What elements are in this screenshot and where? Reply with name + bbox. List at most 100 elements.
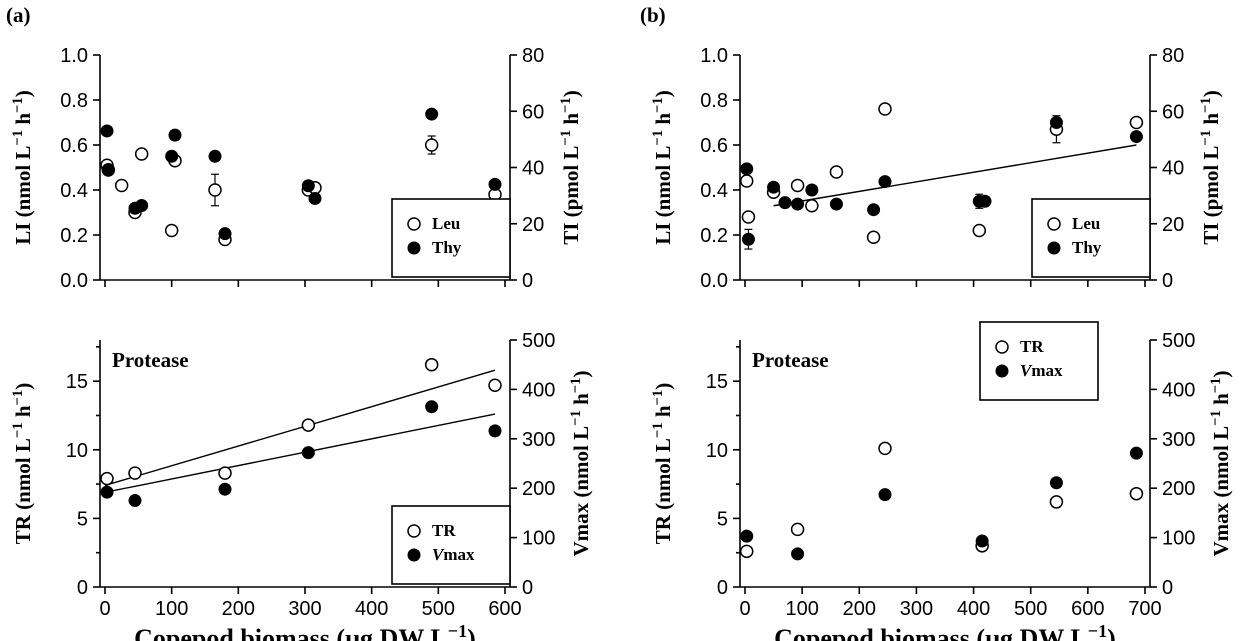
left-y-tick-label: 0.0 xyxy=(700,270,728,292)
x-axis-label: Copepod biomass (µg DW L−1) xyxy=(774,621,1116,641)
data-point-vmax xyxy=(1049,476,1063,490)
data-point-vmax xyxy=(740,529,754,543)
data-point-thy xyxy=(488,177,502,191)
data-point-thy xyxy=(767,180,781,194)
legend-label: Thy xyxy=(1072,238,1102,257)
right-y-tick-label: 400 xyxy=(522,379,555,401)
data-point-thy xyxy=(740,162,754,176)
right-y-axis-label: TI (pmol L−1 h−1) xyxy=(558,90,583,245)
data-point-thy xyxy=(1129,130,1143,144)
legend-marker xyxy=(407,241,421,255)
left-y-tick-label: 1.0 xyxy=(60,45,88,67)
data-point-tr xyxy=(1129,486,1144,501)
data-point-vmax xyxy=(878,488,892,502)
legend-marker xyxy=(407,548,421,562)
data-point-vmax xyxy=(128,494,142,508)
right-y-tick-label: 40 xyxy=(1162,158,1184,180)
legend: TR Vmax xyxy=(979,321,1099,401)
data-point-leu xyxy=(134,147,149,161)
left-y-tick-label: 0.4 xyxy=(60,180,88,202)
x-tick-label: 400 xyxy=(355,598,388,620)
regression-line xyxy=(104,413,496,494)
chart-panel-3: 0 5 10 15 0 100 200 300 400 500 0 100 200 300 400 500 60… xyxy=(10,330,593,641)
left-y-tick-label: 5 xyxy=(717,508,728,530)
x-tick-label: 0 xyxy=(99,598,110,620)
data-point-thy xyxy=(741,232,755,246)
left-y-tick-label: 0.8 xyxy=(700,90,728,112)
regression-line xyxy=(773,144,1137,207)
data-point-thy xyxy=(778,196,792,210)
data-point-tr xyxy=(790,522,805,537)
data-point-thy xyxy=(308,191,322,205)
legend-label: Vmax xyxy=(432,545,475,564)
right-y-tick-label: 0 xyxy=(1162,270,1173,292)
data-point-thy xyxy=(218,227,232,241)
legend-label: TR xyxy=(1020,337,1044,356)
data-point-leu xyxy=(790,178,805,193)
panel-label: (a) xyxy=(6,3,31,27)
left-y-axis-label: TR (nmol L−1 h−1) xyxy=(650,383,675,545)
right-y-tick-label: 300 xyxy=(1162,429,1195,451)
data-point-tr xyxy=(488,378,502,393)
x-tick-label: 600 xyxy=(1071,598,1104,620)
data-point-thy xyxy=(301,179,315,193)
left-y-tick-label: 10 xyxy=(66,440,88,462)
right-y-tick-label: 100 xyxy=(1162,528,1195,550)
left-y-tick-label: 0.4 xyxy=(700,180,728,202)
legend-box xyxy=(979,321,1099,401)
left-y-tick-label: 10 xyxy=(706,440,728,462)
left-y-tick-label: 5 xyxy=(77,508,88,530)
data-point-tr xyxy=(100,471,114,486)
data-point-vmax xyxy=(488,424,502,438)
right-y-tick-label: 500 xyxy=(522,330,555,352)
right-y-tick-label: 20 xyxy=(1162,214,1184,236)
data-point-thy xyxy=(168,128,182,142)
right-y-tick-label: 40 xyxy=(522,158,544,180)
legend-marker xyxy=(995,364,1009,378)
legend: Leu Thy xyxy=(391,198,511,278)
data-point-vmax xyxy=(301,446,315,460)
data-point-vmax xyxy=(100,485,114,499)
data-point-leu xyxy=(741,210,756,224)
data-point-leu xyxy=(424,138,439,152)
legend: Leu Thy xyxy=(1031,198,1151,278)
chart-panel-1: (a) 0.0 0.2 0.4 0.6 0.8 1.0 0 20 40 60 80 LI (nmol L… xyxy=(6,3,583,292)
chart-panel-2: (b) 0.0 0.2 0.4 0.6 0.8 1.0 0 20 40 60 80 LI (nmol L… xyxy=(640,3,1223,292)
x-tick-label: 300 xyxy=(288,598,321,620)
data-point-thy xyxy=(791,197,805,211)
data-point-thy xyxy=(135,198,149,212)
x-axis-label: Copepod biomass (µg DW L−1) xyxy=(134,621,476,641)
legend-marker xyxy=(995,340,1009,354)
legend-label: TR xyxy=(432,521,456,540)
x-tick-label: 600 xyxy=(488,598,521,620)
data-point-vmax xyxy=(218,482,232,496)
data-point-thy xyxy=(867,203,881,217)
data-point-leu xyxy=(878,102,892,116)
right-y-tick-label: 200 xyxy=(1162,478,1195,500)
data-point-tr xyxy=(739,544,754,559)
x-tick-label: 700 xyxy=(1128,598,1161,620)
data-point-tr xyxy=(878,441,892,456)
x-tick-label: 0 xyxy=(739,598,750,620)
x-tick-label: 100 xyxy=(785,598,818,620)
data-point-thy xyxy=(978,194,992,208)
right-y-tick-label: 0 xyxy=(522,577,533,599)
legend-marker xyxy=(407,217,421,231)
x-tick-label: 200 xyxy=(843,598,876,620)
right-y-tick-label: 0 xyxy=(522,270,533,292)
legend: TR Vmax xyxy=(391,505,511,585)
data-point-leu xyxy=(208,183,222,197)
data-point-tr xyxy=(301,418,316,432)
left-y-tick-label: 0 xyxy=(717,577,728,599)
data-point-tr xyxy=(424,357,439,372)
data-point-thy xyxy=(878,175,892,189)
right-y-tick-label: 500 xyxy=(1162,330,1195,352)
data-point-thy xyxy=(208,149,222,163)
left-y-axis-label: TR (nmol L−1 h−1) xyxy=(10,383,35,545)
x-tick-label: 500 xyxy=(1014,598,1047,620)
left-y-tick-label: 0.6 xyxy=(700,135,728,157)
x-tick-label: 400 xyxy=(957,598,990,620)
left-y-tick-label: 1.0 xyxy=(700,45,728,67)
left-y-tick-label: 0.2 xyxy=(60,225,88,247)
left-y-tick-label: 0.8 xyxy=(60,90,88,112)
